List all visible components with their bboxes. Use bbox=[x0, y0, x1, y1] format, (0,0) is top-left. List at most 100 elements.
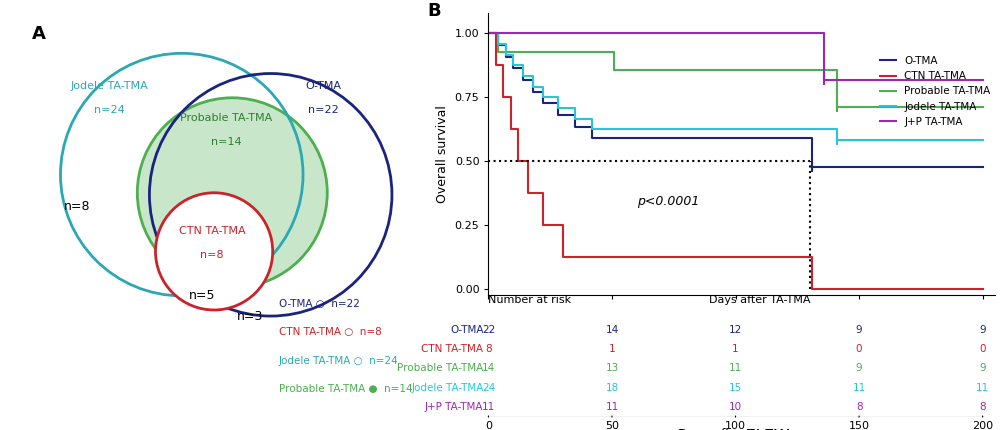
Probable TA-TMA bbox=[608, 68, 620, 73]
CTN TA-TMA bbox=[522, 191, 534, 196]
O-TMA bbox=[806, 165, 818, 170]
Text: 8: 8 bbox=[979, 402, 986, 412]
Text: B: B bbox=[428, 2, 441, 20]
Text: Number at risk: Number at risk bbox=[488, 295, 572, 305]
Text: p<0.0001: p<0.0001 bbox=[637, 195, 699, 208]
O-TMA bbox=[569, 124, 581, 129]
Line: J+P TA-TMA: J+P TA-TMA bbox=[488, 34, 983, 80]
CTN TA-TMA bbox=[977, 287, 989, 292]
Text: 13: 13 bbox=[605, 363, 619, 374]
Text: 1: 1 bbox=[732, 344, 739, 354]
CTN TA-TMA bbox=[806, 287, 818, 292]
Legend: O-TMA, CTN TA-TMA, Probable TA-TMA, Jodele TA-TMA, J+P TA-TMA: O-TMA, CTN TA-TMA, Probable TA-TMA, Jode… bbox=[876, 52, 995, 131]
Probable TA-TMA bbox=[831, 104, 843, 109]
Jodele TA-TMA bbox=[537, 95, 549, 100]
O-TMA bbox=[482, 31, 494, 36]
Text: CTN TA-TMA: CTN TA-TMA bbox=[179, 226, 245, 236]
Text: Days after TA-TMA: Days after TA-TMA bbox=[709, 295, 811, 305]
Text: Jodele TA-TMA: Jodele TA-TMA bbox=[411, 383, 483, 393]
Text: n=22: n=22 bbox=[308, 105, 339, 115]
Text: 100: 100 bbox=[725, 421, 746, 430]
Text: 14: 14 bbox=[605, 325, 619, 335]
Text: 9: 9 bbox=[856, 325, 862, 335]
O-TMA bbox=[552, 112, 564, 117]
Jodele TA-TMA bbox=[552, 106, 564, 111]
Jodele TA-TMA bbox=[507, 63, 519, 68]
O-TMA bbox=[537, 101, 549, 106]
Line: Jodele TA-TMA: Jodele TA-TMA bbox=[488, 34, 983, 140]
O-TMA bbox=[804, 135, 816, 141]
Text: 50: 50 bbox=[605, 421, 619, 430]
Text: 11: 11 bbox=[605, 402, 619, 412]
Y-axis label: Overall survival: Overall survival bbox=[436, 105, 449, 203]
Text: O-TMA: O-TMA bbox=[450, 325, 483, 335]
CTN TA-TMA bbox=[804, 255, 816, 260]
Text: 0: 0 bbox=[979, 344, 986, 354]
Jodele TA-TMA bbox=[569, 116, 581, 121]
Text: 150: 150 bbox=[849, 421, 870, 430]
O-TMA bbox=[500, 54, 512, 59]
Probable TA-TMA bbox=[977, 104, 989, 109]
Probable TA-TMA bbox=[482, 31, 494, 36]
Jodele TA-TMA bbox=[527, 84, 539, 89]
Probable TA-TMA bbox=[492, 49, 504, 54]
Jodele TA-TMA bbox=[492, 42, 504, 47]
Jodele TA-TMA bbox=[977, 138, 989, 143]
Text: J+P TA-TMA: J+P TA-TMA bbox=[425, 402, 483, 412]
Text: O-TMA ○  n=22: O-TMA ○ n=22 bbox=[279, 299, 360, 309]
O-TMA bbox=[586, 135, 598, 141]
Text: n=8: n=8 bbox=[63, 200, 90, 213]
CTN TA-TMA bbox=[537, 223, 549, 228]
CTN TA-TMA bbox=[505, 127, 517, 132]
Text: 14: 14 bbox=[482, 363, 495, 374]
Text: 10: 10 bbox=[729, 402, 742, 412]
Line: CTN TA-TMA: CTN TA-TMA bbox=[488, 34, 983, 289]
Jodele TA-TMA bbox=[482, 31, 494, 36]
Text: 24: 24 bbox=[482, 383, 495, 393]
Text: 9: 9 bbox=[856, 363, 862, 374]
Text: Days after TA-TMA: Days after TA-TMA bbox=[678, 428, 793, 430]
Text: 200: 200 bbox=[972, 421, 993, 430]
Text: Probable TA-TMA: Probable TA-TMA bbox=[397, 363, 483, 374]
Text: Jodele TA-TMA: Jodele TA-TMA bbox=[70, 81, 148, 91]
Text: 11: 11 bbox=[852, 383, 866, 393]
Text: 11: 11 bbox=[729, 363, 742, 374]
Text: Jodele TA-TMA ○  n=24: Jodele TA-TMA ○ n=24 bbox=[279, 356, 399, 365]
Probable TA-TMA bbox=[606, 49, 618, 54]
Text: 15: 15 bbox=[729, 383, 742, 393]
Circle shape bbox=[137, 98, 327, 288]
J+P TA-TMA bbox=[977, 77, 989, 83]
O-TMA bbox=[527, 89, 539, 94]
Jodele TA-TMA bbox=[828, 127, 840, 132]
J+P TA-TMA bbox=[816, 31, 828, 36]
Jodele TA-TMA bbox=[500, 52, 512, 57]
O-TMA bbox=[517, 77, 529, 83]
Circle shape bbox=[155, 193, 273, 310]
Text: 8: 8 bbox=[485, 344, 492, 354]
Text: 1: 1 bbox=[609, 344, 615, 354]
CTN TA-TMA bbox=[497, 95, 509, 100]
Text: 9: 9 bbox=[979, 363, 986, 374]
Text: 12: 12 bbox=[729, 325, 742, 335]
Text: O-TMA: O-TMA bbox=[305, 81, 341, 91]
J+P TA-TMA bbox=[482, 31, 494, 36]
Text: n=8: n=8 bbox=[200, 250, 224, 261]
Text: 9: 9 bbox=[979, 325, 986, 335]
O-TMA bbox=[977, 165, 989, 170]
Text: n=14: n=14 bbox=[211, 137, 242, 147]
Text: 18: 18 bbox=[605, 383, 619, 393]
Text: n=24: n=24 bbox=[94, 105, 124, 115]
CTN TA-TMA bbox=[482, 31, 494, 36]
Text: 0: 0 bbox=[856, 344, 862, 354]
CTN TA-TMA bbox=[512, 159, 524, 164]
Text: 11: 11 bbox=[482, 402, 495, 412]
Text: CTN TA-TMA ○  n=8: CTN TA-TMA ○ n=8 bbox=[279, 327, 382, 337]
Jodele TA-TMA bbox=[586, 127, 598, 132]
Text: 8: 8 bbox=[856, 402, 862, 412]
Text: Probable TA-TMA: Probable TA-TMA bbox=[180, 113, 272, 123]
Jodele TA-TMA bbox=[517, 74, 529, 79]
O-TMA bbox=[507, 66, 519, 71]
Text: Probable TA-TMA ●  n=14: Probable TA-TMA ● n=14 bbox=[279, 384, 412, 394]
Line: O-TMA: O-TMA bbox=[488, 34, 983, 167]
Jodele TA-TMA bbox=[831, 138, 843, 143]
